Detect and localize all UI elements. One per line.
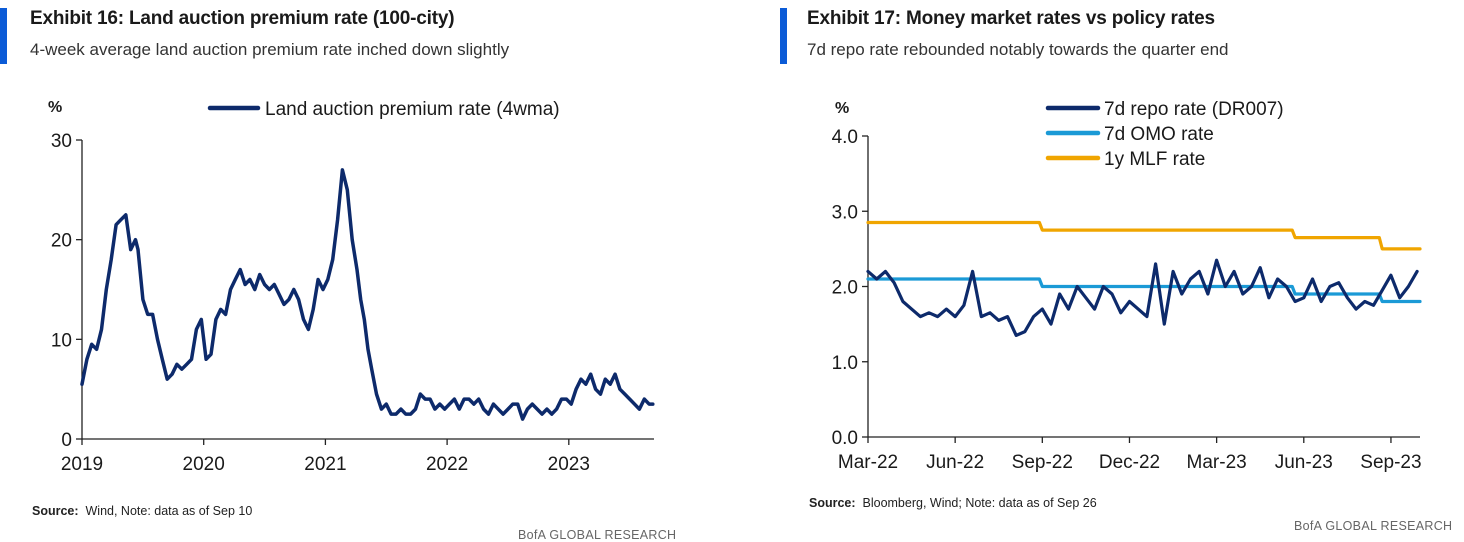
y-tick-label: 10 bbox=[51, 330, 72, 351]
x-tick-label: Jun-22 bbox=[926, 452, 984, 473]
x-tick-label: 2020 bbox=[183, 454, 225, 475]
series-line-2 bbox=[866, 258, 1419, 337]
exhibit-17-title: Exhibit 17: Money market rates vs policy… bbox=[807, 8, 1215, 29]
series-line-1 bbox=[866, 220, 1422, 251]
source-text: Wind, Note: data as of Sep 10 bbox=[85, 504, 253, 518]
accent-bar bbox=[780, 8, 787, 64]
x-tick-label: 2021 bbox=[304, 454, 346, 475]
y-tick-label: 4.0 bbox=[832, 127, 858, 148]
series-lines bbox=[80, 168, 655, 421]
accent-bar bbox=[0, 8, 7, 64]
y-unit-label: % bbox=[48, 99, 62, 116]
x-tick-label: 2023 bbox=[548, 454, 590, 475]
brand-label: BofA GLOBAL RESEARCH bbox=[518, 528, 677, 542]
land-premium-chart: % Land auction premium rate (4wma) 0 10 20… bbox=[48, 99, 655, 475]
series-line-0 bbox=[866, 277, 1422, 304]
exhibit-17-panel: Exhibit 17: Money market rates vs policy… bbox=[780, 0, 1464, 541]
x-tick-label: 2022 bbox=[426, 454, 468, 475]
y-tick-label: 2.0 bbox=[832, 278, 858, 299]
exhibit-17-subtitle: 7d repo rate rebounded notably towards t… bbox=[807, 40, 1229, 59]
x-tick-label: Mar-22 bbox=[838, 452, 898, 473]
y-unit-label: % bbox=[835, 100, 849, 117]
legend-label-mlf: 1y MLF rate bbox=[1104, 149, 1205, 170]
y-tick-label: 0.0 bbox=[832, 428, 858, 449]
source-label: Source: bbox=[32, 504, 79, 518]
y-tick-label: 20 bbox=[51, 231, 72, 252]
source-text: Bloomberg, Wind; Note: data as of Sep 26 bbox=[862, 496, 1097, 510]
exhibit-16-title: Exhibit 16: Land auction premium rate (1… bbox=[30, 8, 455, 29]
money-market-chart: % 7d repo rate (DR007) 7d OMO rate 1y ML… bbox=[832, 99, 1422, 473]
axes: 0.0 1.0 2.0 3.0 4.0 Mar-22 Jun-22 Sep-22 Dec-22 M… bbox=[832, 127, 1422, 473]
x-tick-label: Mar-23 bbox=[1187, 452, 1247, 473]
axes: 0 10 20 30 2019 2020 2021 2022 2023 bbox=[51, 131, 654, 475]
x-tick-label: Jun-23 bbox=[1275, 452, 1333, 473]
series-line-0 bbox=[80, 168, 655, 421]
x-tick-label: 2019 bbox=[61, 454, 103, 475]
legend-label-land-premium: Land auction premium rate (4wma) bbox=[265, 99, 560, 120]
source-label: Source: bbox=[809, 496, 856, 510]
x-tick-label: Dec-22 bbox=[1099, 452, 1160, 473]
legend-label-omo: 7d OMO rate bbox=[1104, 124, 1214, 145]
exhibit-16-source: Source: Wind, Note: data as of Sep 10 bbox=[32, 504, 252, 518]
x-tick-label: Sep-22 bbox=[1012, 452, 1073, 473]
y-tick-label: 0 bbox=[61, 430, 72, 451]
exhibit-17-source: Source: Bloomberg, Wind; Note: data as o… bbox=[809, 496, 1097, 510]
y-tick-label: 1.0 bbox=[832, 353, 858, 374]
legend-label-repo: 7d repo rate (DR007) bbox=[1104, 99, 1284, 120]
exhibit-16-subtitle: 4-week average land auction premium rate… bbox=[30, 40, 510, 59]
exhibit-16-panel: Exhibit 16: Land auction premium rate (1… bbox=[0, 0, 732, 542]
x-tick-label: Sep-23 bbox=[1360, 452, 1421, 473]
y-tick-label: 30 bbox=[51, 131, 72, 152]
brand-label: BofA GLOBAL RESEARCH bbox=[1294, 519, 1453, 533]
y-tick-label: 3.0 bbox=[832, 202, 858, 223]
series-lines bbox=[866, 220, 1422, 337]
